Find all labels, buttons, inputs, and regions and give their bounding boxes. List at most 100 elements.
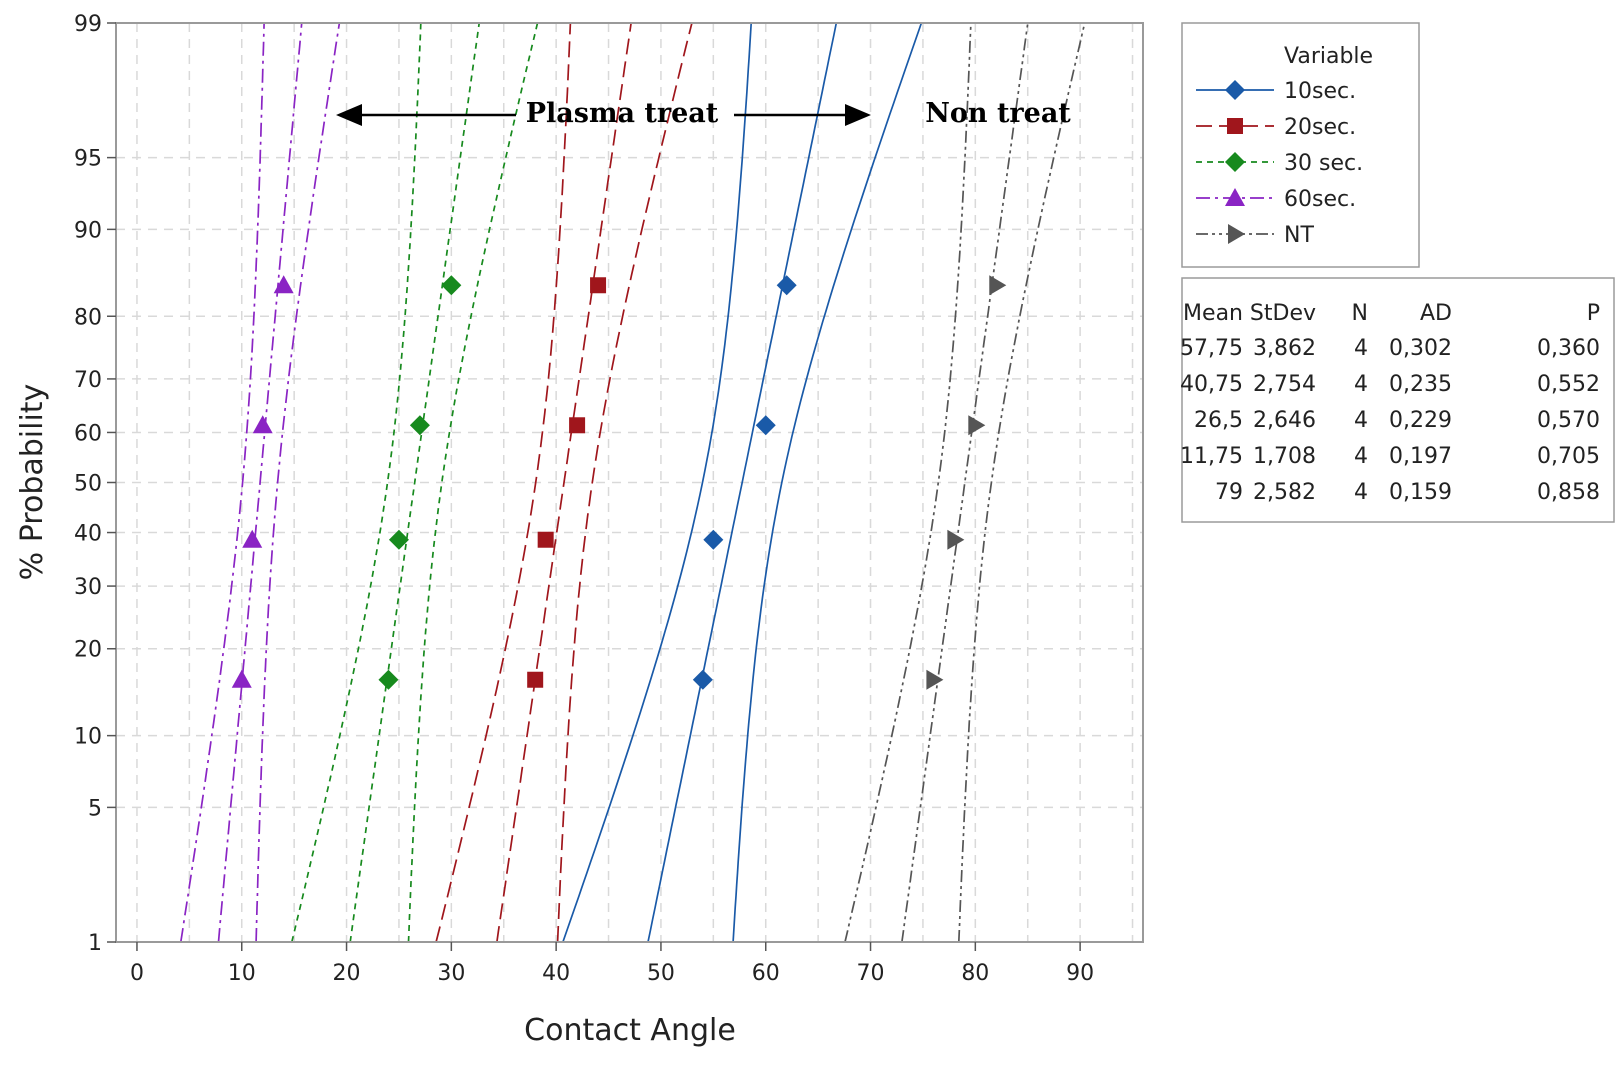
y-tick-label: 1	[88, 931, 102, 956]
stats-cell: 0,570	[1537, 408, 1600, 433]
stats-cell: 0,705	[1537, 444, 1600, 469]
series-2-fit-line	[349, 22, 481, 943]
x-axis-title: Contact Angle	[524, 1013, 736, 1048]
legend-marker-2	[1225, 152, 1245, 172]
stats-cell: 4	[1354, 444, 1368, 469]
y-tick-label: 30	[74, 575, 102, 600]
series-4-point-3	[989, 275, 1007, 296]
annotations: Plasma treat Non treat	[336, 98, 1071, 129]
stats-header-n: N	[1352, 301, 1368, 326]
stats-cell: 57,75	[1180, 336, 1243, 361]
y-tick-label: 10	[74, 725, 102, 750]
stats-cell: 4	[1354, 372, 1368, 397]
stats-cell: 0,858	[1537, 480, 1600, 505]
stats-box	[1181, 277, 1615, 523]
stats-table: Mean StDev N AD P 57,75 3,862 4 0,302 0,360 40,75 2…	[1180, 277, 1615, 523]
series-3-band-upper	[255, 22, 341, 943]
stats-cell: 2,582	[1253, 480, 1316, 505]
stats-cell: 79	[1215, 480, 1243, 505]
stats-cell: 1,708	[1253, 444, 1316, 469]
y-tick-label: 60	[74, 421, 102, 446]
series-4-band-upper	[957, 22, 1086, 943]
stats-cell: 0,159	[1389, 480, 1452, 505]
y-tick-label: 20	[74, 638, 102, 663]
series-1-fit-line	[496, 22, 632, 943]
y-tick-label: 90	[74, 218, 102, 243]
stats-cell: 2,646	[1253, 408, 1316, 433]
annotation-non-treat: Non treat	[925, 98, 1071, 129]
stats-cell: 4	[1354, 336, 1368, 361]
series-3-point-3	[273, 275, 294, 294]
series-2-point-1	[388, 529, 409, 550]
series-0-band-lower	[562, 22, 753, 943]
gridlines	[116, 22, 1143, 943]
legend-label-4: NT	[1284, 223, 1314, 248]
series-2-point-0	[378, 669, 399, 690]
legend-box	[1181, 22, 1420, 268]
stats-cell: 11,75	[1180, 444, 1243, 469]
arrow-right-head	[845, 104, 871, 126]
confidence-bands	[179, 22, 1086, 943]
stats-cell: 4	[1354, 408, 1368, 433]
series-2-point-3	[441, 275, 462, 296]
series-0-point-1	[703, 529, 724, 550]
stats-cell: 4	[1354, 480, 1368, 505]
stats-cell: 0,197	[1389, 444, 1452, 469]
y-axis-ticks: 1 5 10 20 30 40 50 60 70 80 90 95 99	[74, 12, 116, 956]
legend-label-2: 30 sec.	[1284, 151, 1363, 176]
series-3-point-1	[242, 529, 263, 548]
stats-cell: 0,552	[1537, 372, 1600, 397]
x-tick-label: 10	[228, 961, 256, 986]
x-tick-label: 20	[333, 961, 361, 986]
series-4-point-1	[947, 529, 965, 550]
series-1-point-3	[590, 277, 607, 294]
series-2-point-2	[409, 415, 430, 436]
x-axis-ticks: 0 10 20 30 40 50 60 70 80 90	[130, 942, 1094, 986]
series-3-point-2	[252, 415, 273, 434]
arrow-left-head	[336, 104, 362, 126]
stats-cell: 0,235	[1389, 372, 1452, 397]
series-0-fit-line	[647, 22, 838, 943]
x-tick-label: 50	[647, 961, 675, 986]
y-tick-label: 70	[74, 368, 102, 393]
y-tick-label: 95	[74, 147, 102, 172]
series-4-point-0	[926, 669, 944, 690]
x-tick-label: 80	[961, 961, 989, 986]
stats-header-p: P	[1587, 301, 1600, 326]
stats-cell: 26,5	[1194, 408, 1243, 433]
series-3-fit-line	[217, 22, 303, 943]
legend-marker-3	[1225, 188, 1245, 206]
x-tick-label: 60	[752, 961, 780, 986]
series-4-band-lower	[844, 22, 972, 943]
annotation-plasma-treat: Plasma treat	[526, 98, 719, 129]
legend: Variable 10sec. 20sec. 30 sec. 60sec. NT	[1181, 22, 1420, 268]
legend-label-3: 60sec.	[1284, 187, 1356, 212]
series-0-band-upper	[732, 22, 923, 943]
series-0-point-3	[776, 275, 797, 296]
series-3-band-lower	[179, 22, 265, 943]
series-1-band-lower	[435, 22, 572, 943]
stats-cell: 0,360	[1537, 336, 1600, 361]
legend-label-1: 20sec.	[1284, 115, 1356, 140]
series-2-band-lower	[290, 22, 422, 943]
stats-header-ad: AD	[1420, 301, 1452, 326]
series-1-point-1	[537, 531, 554, 548]
legend-title: Variable	[1284, 44, 1373, 69]
legend-marker-4	[1228, 224, 1245, 244]
x-tick-label: 70	[857, 961, 885, 986]
y-axis-title: % Probability	[15, 384, 50, 581]
data-markers	[231, 275, 1007, 690]
y-tick-label: 99	[74, 12, 102, 37]
x-tick-label: 40	[542, 961, 570, 986]
stats-cell: 0,229	[1389, 408, 1452, 433]
stats-header-stdev: StDev	[1250, 301, 1316, 326]
series-1-band-upper	[556, 22, 693, 943]
stats-cell: 3,862	[1253, 336, 1316, 361]
series-4-fit-line	[901, 22, 1029, 943]
legend-label-0: 10sec.	[1284, 79, 1356, 104]
y-tick-label: 50	[74, 472, 102, 497]
y-tick-label: 40	[74, 522, 102, 547]
x-tick-label: 0	[130, 961, 144, 986]
stats-cell: 0,302	[1389, 336, 1452, 361]
series-1-point-2	[569, 417, 586, 434]
